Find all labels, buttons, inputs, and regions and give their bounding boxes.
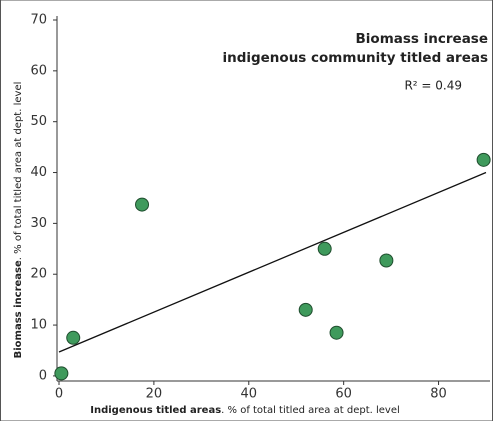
trendline bbox=[58, 171, 487, 353]
x-label-bold: Indigenous titled areas bbox=[90, 405, 221, 416]
point bbox=[298, 302, 313, 317]
y-tick-label: 10 bbox=[30, 318, 47, 333]
point bbox=[317, 241, 332, 256]
y-tick-label: 40 bbox=[30, 165, 47, 180]
y-tick-label: 20 bbox=[30, 267, 47, 282]
point bbox=[329, 325, 344, 340]
x-tick-label: 0 bbox=[55, 387, 63, 402]
annotation: indigenous community titled areas bbox=[222, 50, 488, 66]
y-label-bold: Biomass increase bbox=[13, 260, 24, 358]
y-tick-label: 60 bbox=[30, 63, 47, 78]
point bbox=[54, 366, 69, 381]
point bbox=[135, 197, 150, 212]
annotation: Biomass increase bbox=[356, 31, 489, 47]
x-label-rest: . % of total titled area at dept. level bbox=[221, 405, 400, 416]
point bbox=[66, 330, 81, 345]
x-tick-label: 20 bbox=[146, 387, 163, 402]
x-tick-label: 40 bbox=[241, 387, 258, 402]
y-axis-label: Biomass increase. % of total titled area… bbox=[13, 82, 24, 359]
x-axis-label: Indigenous titled areas. % of total titl… bbox=[90, 405, 400, 416]
y-tick-label: 30 bbox=[30, 216, 47, 231]
y-tick-label: 70 bbox=[30, 13, 47, 28]
point bbox=[476, 152, 491, 167]
x-tick-label: 60 bbox=[335, 387, 352, 402]
y-tick-label: 0 bbox=[39, 368, 47, 383]
y-tick-label: 50 bbox=[30, 114, 47, 129]
y-label-rest: . % of total titled area at dept. level bbox=[13, 82, 24, 261]
x-tick-label: 80 bbox=[430, 387, 447, 402]
r-squared: R² = 0.49 bbox=[404, 79, 462, 93]
point bbox=[379, 253, 394, 268]
